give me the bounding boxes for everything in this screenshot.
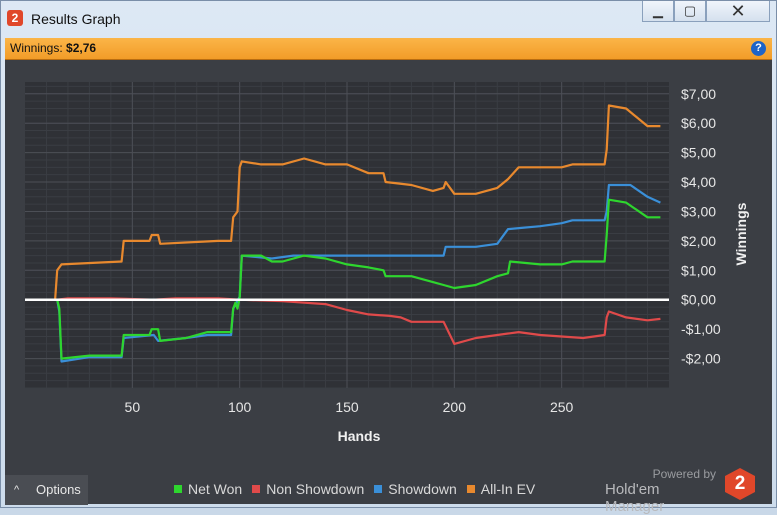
maximize-button[interactable]: ▢ <box>674 1 706 22</box>
x-axis-title: Hands <box>338 428 381 444</box>
powered-by-label: Powered by <box>652 467 716 481</box>
y-tick-label: -$1,00 <box>681 321 721 337</box>
legend-label: Net Won <box>188 481 243 497</box>
y-tick-label: $0,00 <box>681 292 716 308</box>
legend-item[interactable]: Net Won <box>174 480 242 498</box>
minimize-button[interactable]: ▁ <box>642 1 674 22</box>
x-tick-label: 250 <box>550 399 574 415</box>
series-line-all-in-ev <box>25 104 661 301</box>
winnings-summary: Winnings: $2,76 <box>10 38 96 59</box>
legend-swatch <box>374 485 383 493</box>
legend-swatch <box>174 485 182 493</box>
holdem-manager-logo: 2 <box>725 468 755 500</box>
winnings-bar: Winnings: $2,76 ? <box>5 38 772 60</box>
y-tick-label: $2,00 <box>681 233 716 249</box>
y-axis-title: Winnings <box>733 202 749 265</box>
y-tick-label: -$2,00 <box>681 351 721 367</box>
legend-label: Non Showdown <box>266 481 365 497</box>
series-line-net-won <box>25 198 661 360</box>
powered-by: Powered by Hold'em Manager 2 <box>605 465 765 515</box>
chevron-up-icon: ^ <box>14 484 20 496</box>
x-tick-label: 100 <box>228 399 252 415</box>
results-chart: 50 100 150 200 250 $7,00 $6,00 $5,00 $4,00 $3,00 $… <box>25 82 749 444</box>
product-name: Hold'em Manager <box>605 481 665 515</box>
y-tick-label: $5,00 <box>681 145 716 161</box>
y-tick-label: $6,00 <box>681 115 716 131</box>
help-icon[interactable]: ? <box>751 41 766 56</box>
options-button[interactable]: ^ Options <box>5 475 88 505</box>
chart-legend: Net Won Non Showdown Showdown All-In EV <box>174 480 545 498</box>
y-tick-label: $4,00 <box>681 174 716 190</box>
options-label: Options <box>36 482 81 497</box>
y-tick-label: $7,00 <box>681 86 716 102</box>
legend-item[interactable]: Showdown <box>374 480 457 498</box>
legend-swatch <box>252 485 261 493</box>
x-tick-label: 200 <box>443 399 467 415</box>
y-tick-label: $1,00 <box>681 262 716 278</box>
graph-panel: 50 100 150 200 250 $7,00 $6,00 $5,00 $4,00 $3,00 $… <box>5 60 772 515</box>
legend-swatch <box>466 485 475 493</box>
legend-item[interactable]: Non Showdown <box>252 480 364 498</box>
winnings-label: Winnings: <box>10 41 63 55</box>
title-bar[interactable]: 2 Results Graph ▁ ▢ ✕ <box>1 1 776 37</box>
close-button[interactable]: ✕ <box>706 1 770 22</box>
x-tick-label: 150 <box>335 399 359 415</box>
legend-label: All-In EV <box>480 481 536 497</box>
winnings-value: $2,76 <box>66 41 97 55</box>
hm-app-icon: 2 <box>7 10 23 26</box>
x-tick-label: 50 <box>125 399 141 415</box>
window-controls: ▁ ▢ ✕ <box>642 1 770 23</box>
legend-label: Showdown <box>388 481 457 497</box>
window-title: Results Graph <box>31 11 121 27</box>
y-tick-label: $3,00 <box>681 203 716 219</box>
legend-item[interactable]: All-In EV <box>466 480 536 498</box>
